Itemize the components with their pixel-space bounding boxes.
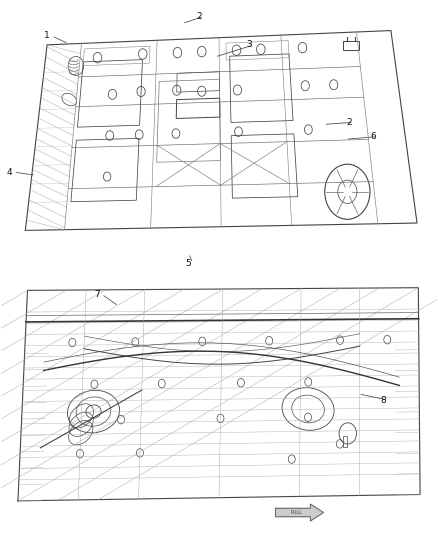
Text: PULL: PULL [290, 510, 302, 515]
Text: 6: 6 [371, 132, 376, 141]
Text: 3: 3 [247, 41, 252, 50]
Text: 1: 1 [44, 31, 50, 41]
Text: 2: 2 [197, 12, 202, 21]
Text: 8: 8 [381, 395, 386, 405]
Polygon shape [276, 504, 323, 521]
Text: 5: 5 [186, 259, 191, 268]
Bar [343, 42, 359, 50]
Text: 4: 4 [7, 167, 12, 176]
Text: 2: 2 [347, 118, 353, 127]
Bar [343, 436, 347, 447]
Text: 7: 7 [94, 289, 100, 298]
